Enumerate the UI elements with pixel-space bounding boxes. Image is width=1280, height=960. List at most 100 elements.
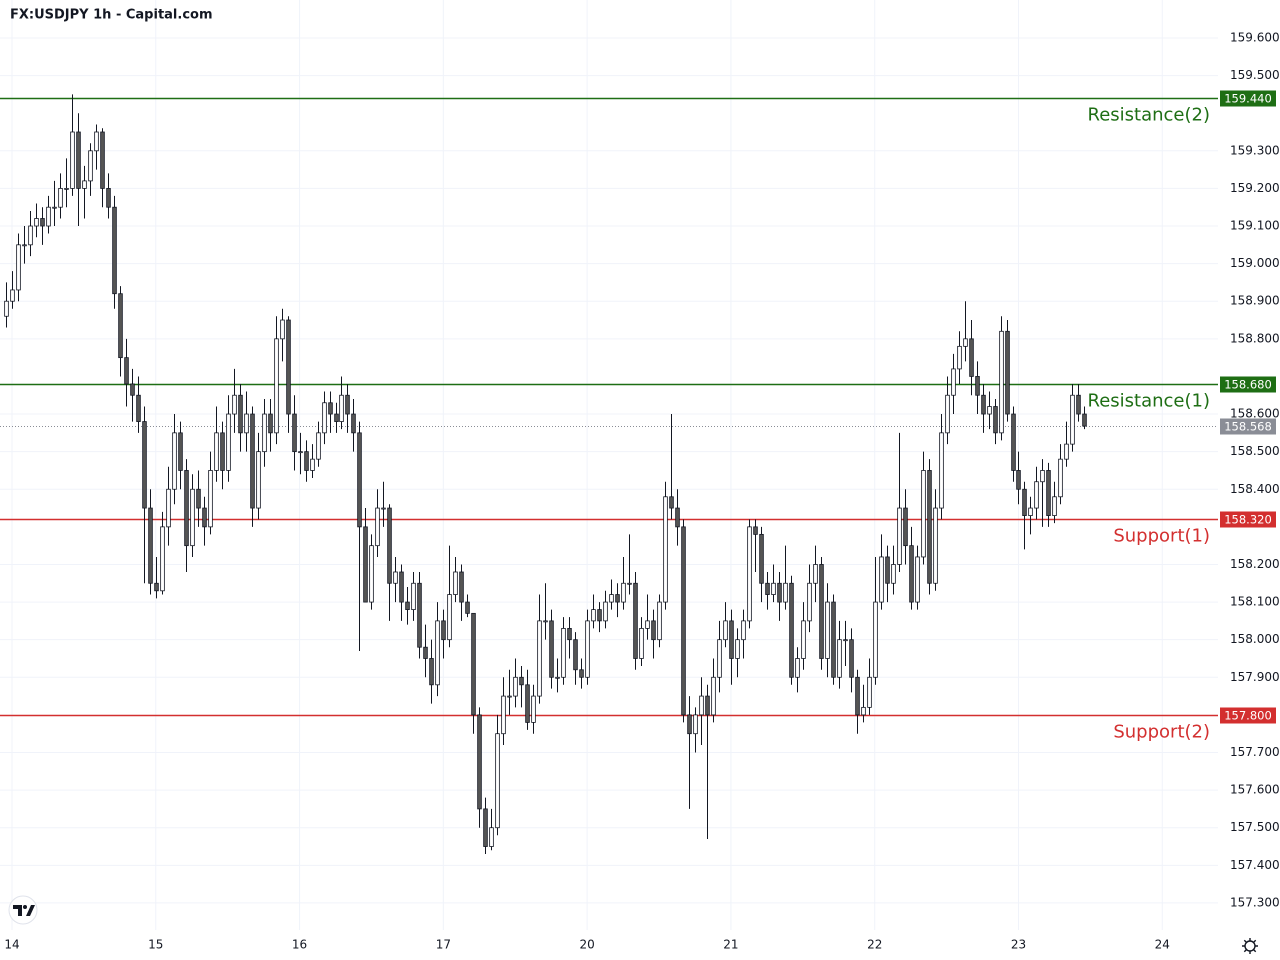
candle-body (711, 676, 716, 716)
x-tick-label: 24 (1155, 938, 1170, 952)
candle-body (232, 394, 237, 415)
candle-body (903, 507, 908, 547)
candle-body (238, 394, 243, 434)
y-tick-label: 159.000 (1230, 256, 1280, 270)
candle-body (328, 402, 333, 415)
candle-body (280, 319, 285, 340)
candle-body (88, 150, 93, 182)
candle-body (447, 594, 452, 641)
candle-body (921, 470, 926, 558)
candle-body (885, 556, 890, 584)
candle-body (579, 669, 584, 678)
candle-body (16, 244, 21, 291)
candle-body (477, 714, 482, 810)
candle-body (489, 827, 494, 847)
price-tag (1220, 511, 1276, 528)
candle-body (387, 507, 392, 584)
candle-body (465, 601, 470, 614)
candle-body (897, 507, 902, 565)
candle-body (298, 451, 303, 454)
candle-body (82, 180, 87, 189)
candle-body (286, 319, 291, 415)
candle-body (987, 406, 992, 415)
y-tick-label: 157.300 (1230, 895, 1280, 909)
candle-body (843, 639, 848, 642)
candle-body (873, 601, 878, 678)
price-tag-label: 159.440 (1224, 92, 1272, 106)
candle-body (537, 620, 542, 697)
candle-body (957, 345, 962, 370)
candle-body (567, 627, 572, 641)
y-tick-label: 157.600 (1230, 783, 1280, 797)
candle-body (621, 582, 626, 603)
y-tick-label: 158.500 (1230, 444, 1280, 458)
candle-body (1082, 413, 1087, 427)
y-tick-label: 158.600 (1230, 407, 1280, 421)
candle-body (196, 488, 201, 509)
candle-body (669, 496, 674, 509)
x-tick-label: 21 (723, 938, 738, 952)
candle-body (40, 218, 45, 227)
candle-body (322, 402, 327, 434)
candle-body (687, 714, 692, 735)
candle-body (1070, 394, 1075, 445)
candle-body (334, 413, 339, 422)
candle-body (441, 620, 446, 641)
y-tick-label: 159.600 (1230, 30, 1280, 44)
x-tick-label: 15 (148, 938, 163, 952)
candle-body (1076, 394, 1081, 415)
candle-body (741, 620, 746, 641)
candle-body (861, 706, 866, 716)
candle-body (813, 564, 818, 584)
candle-body (501, 695, 506, 735)
candle-body (130, 383, 135, 396)
candle-body (178, 432, 183, 471)
x-tick-label: 20 (579, 938, 594, 952)
price-tag-label: 157.800 (1224, 709, 1272, 723)
candle-body (573, 639, 578, 671)
candle-body (250, 413, 255, 509)
candle-body (891, 564, 896, 584)
candle-body (759, 533, 764, 584)
candle-body (597, 609, 602, 622)
candle-body (148, 507, 153, 584)
candle-body (789, 582, 794, 678)
candle-body (561, 627, 566, 678)
price-tag-label: 158.320 (1224, 513, 1272, 527)
candle-body (226, 413, 231, 471)
tv-logo[interactable] (8, 895, 38, 925)
y-tick-label: 158.000 (1230, 632, 1280, 646)
candle-body (519, 676, 524, 686)
candle-body (495, 733, 500, 829)
candle-body (627, 582, 632, 585)
candle-body (549, 620, 554, 678)
candle-body (136, 394, 141, 422)
candle-body (879, 556, 884, 603)
y-tick-label: 159.300 (1230, 143, 1280, 157)
candle-body (633, 582, 638, 659)
candle-body (1034, 481, 1039, 509)
candle-body (310, 458, 315, 471)
candle-body (591, 609, 596, 622)
chart-title: FX:USDJPY 1h - Capital.com (10, 8, 213, 23)
level-name: Resistance(1) (1088, 391, 1211, 412)
axes: 157.300 157.400 157.500 157.600 157.700 157.9… (4, 30, 1279, 951)
candle-body (525, 684, 530, 723)
candle-body (705, 695, 710, 716)
candle-body (208, 470, 213, 528)
candle-body (268, 413, 273, 434)
candle-body (693, 714, 698, 735)
candle-body (939, 432, 944, 509)
candle-body (339, 394, 344, 422)
candle-body (831, 601, 836, 678)
candle-body (94, 131, 99, 152)
candle-body (777, 582, 782, 603)
candle-body (837, 639, 842, 678)
candle-body (747, 526, 752, 622)
price-tag (1220, 707, 1276, 724)
candle-body (345, 394, 350, 415)
candle-body (729, 620, 734, 659)
settings-icon[interactable] (1242, 938, 1258, 954)
candle-body (46, 206, 51, 227)
